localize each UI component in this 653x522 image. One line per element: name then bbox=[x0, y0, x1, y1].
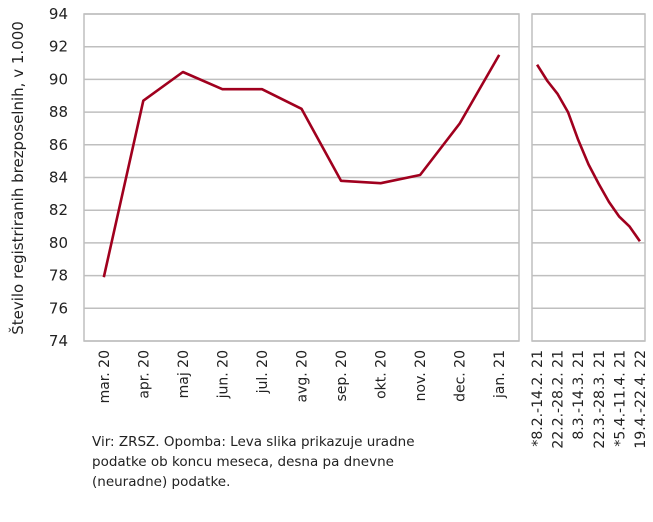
y-tick-label: 92 bbox=[49, 38, 68, 56]
x-tick-label: 8.3.-14.3. 21 bbox=[571, 350, 587, 440]
x-tick-label: *8.2.-14.2. 21 bbox=[530, 350, 546, 447]
y-tick-label: 88 bbox=[49, 103, 68, 121]
x-tick-label: *5.4.-11.4. 21 bbox=[612, 350, 628, 447]
y-tick-label: 86 bbox=[49, 136, 68, 154]
plot-frame bbox=[531, 13, 646, 342]
x-tick-label: avg. 20 bbox=[295, 350, 311, 402]
x-tick-label: dec. 20 bbox=[453, 350, 469, 402]
x-tick-label: jul. 20 bbox=[255, 350, 271, 394]
y-tick-label: 76 bbox=[49, 299, 68, 317]
y-tick-label: 80 bbox=[49, 234, 68, 252]
y-tick-label: 82 bbox=[49, 201, 68, 219]
y-tick-label: 90 bbox=[49, 70, 68, 88]
plot-frame bbox=[83, 13, 520, 342]
x-tick-label: apr. 20 bbox=[136, 350, 152, 399]
x-tick-label: jan. 21 bbox=[492, 350, 508, 399]
x-tick-label: 22.3.-28.3. 21 bbox=[592, 350, 608, 449]
x-tick-label: 22.2.-28.2. 21 bbox=[551, 350, 567, 449]
source-note: Vir: ZRSZ. Opomba: Leva slika prikazuje … bbox=[92, 434, 415, 490]
x-tick-label: okt. 20 bbox=[374, 350, 390, 399]
y-axis-label: Število registriranih brezposelnih, v 1.… bbox=[8, 21, 27, 335]
x-tick-label: nov. 20 bbox=[413, 350, 429, 401]
y-tick-label: 74 bbox=[49, 332, 68, 350]
x-tick-label: 19.4.-22.4. 22 bbox=[633, 350, 649, 449]
x-tick-label: maj 20 bbox=[176, 350, 192, 398]
data-line bbox=[102, 54, 501, 278]
data-line bbox=[536, 64, 641, 243]
x-tick-label: jun. 20 bbox=[215, 350, 231, 399]
y-tick-label: 84 bbox=[49, 169, 68, 187]
y-tick-label: 78 bbox=[49, 267, 68, 285]
x-tick-label: sep. 20 bbox=[334, 350, 350, 402]
y-tick-label: 94 bbox=[49, 5, 68, 23]
x-tick-label: mar. 20 bbox=[97, 350, 113, 403]
